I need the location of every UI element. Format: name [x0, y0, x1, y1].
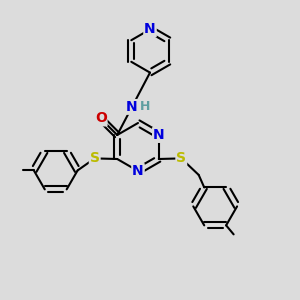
Text: N: N: [132, 164, 144, 178]
Text: N: N: [144, 22, 156, 36]
Text: N: N: [153, 128, 165, 142]
Text: O: O: [95, 112, 107, 125]
Text: S: S: [90, 152, 100, 165]
Text: N: N: [126, 100, 138, 114]
Text: S: S: [176, 152, 186, 165]
Text: H: H: [140, 100, 151, 113]
